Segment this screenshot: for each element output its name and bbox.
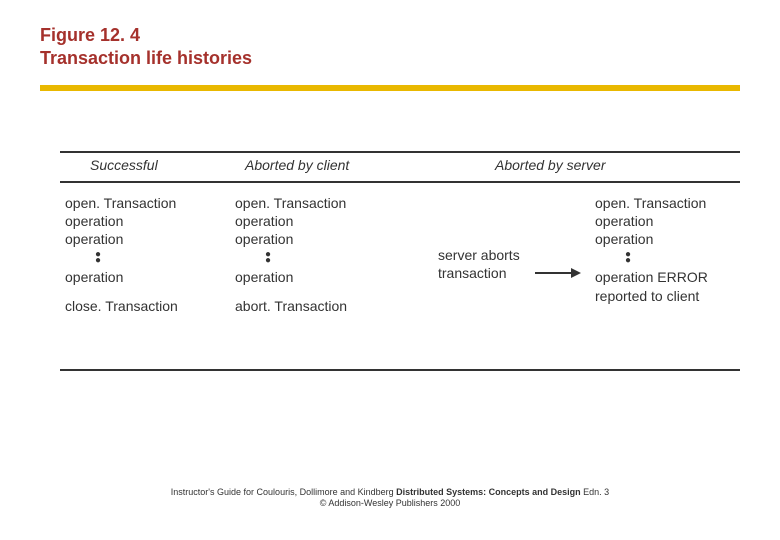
cell: open. Transaction <box>595 194 765 212</box>
server-aborts-label: server aborts transaction <box>438 246 520 282</box>
rule-bottom <box>60 369 740 371</box>
cell: close. Transaction <box>65 297 215 315</box>
cell: operation <box>65 268 215 286</box>
figure-number: Figure 12. 4 <box>40 24 740 47</box>
vertical-ellipsis-icon: ●● <box>95 252 215 264</box>
footer-text-c: Edn. 3 <box>581 487 610 497</box>
cell: operation <box>235 230 385 248</box>
header-successful: Successful <box>90 157 158 173</box>
cell: abort. Transaction <box>235 297 385 315</box>
column-successful: open. Transaction operation operation ●●… <box>65 194 215 315</box>
vertical-ellipsis-icon: ●● <box>265 252 385 264</box>
column-aborted-server: open. Transaction operation operation ●●… <box>595 194 765 305</box>
header-aborted-client: Aborted by client <box>245 157 349 173</box>
rule-mid <box>60 181 740 183</box>
arrow-right-icon <box>535 266 581 280</box>
column-aborted-client: open. Transaction operation operation ●●… <box>235 194 385 315</box>
figure-caption: Transaction life histories <box>40 47 740 70</box>
cell: operation <box>65 230 215 248</box>
content-region: Successful Aborted by client Aborted by … <box>40 151 740 381</box>
rule-top <box>60 151 740 153</box>
footer-text-a: Instructor's Guide for Coulouris, Dollim… <box>171 487 396 497</box>
title-underline <box>40 85 740 91</box>
label-line-1: server aborts <box>438 246 520 264</box>
cell: reported to client <box>595 287 765 305</box>
label-line-2: transaction <box>438 264 520 282</box>
vertical-ellipsis-icon: ●● <box>625 252 765 264</box>
footer-line-1: Instructor's Guide for Coulouris, Dollim… <box>0 487 780 499</box>
cell: open. Transaction <box>65 194 215 212</box>
footer-text-b: Distributed Systems: Concepts and Design <box>396 487 581 497</box>
footer: Instructor's Guide for Coulouris, Dollim… <box>0 487 780 510</box>
cell: open. Transaction <box>235 194 385 212</box>
cell: operation ERROR <box>595 268 765 286</box>
cell: operation <box>235 212 385 230</box>
cell: operation <box>595 230 765 248</box>
cell: operation <box>65 212 215 230</box>
footer-line-2: © Addison-Wesley Publishers 2000 <box>0 498 780 510</box>
column-headers: Successful Aborted by client Aborted by … <box>40 157 740 177</box>
cell: operation <box>235 268 385 286</box>
figure-title-block: Figure 12. 4 Transaction life histories <box>0 0 780 85</box>
cell: operation <box>595 212 765 230</box>
header-aborted-server: Aborted by server <box>495 157 606 173</box>
